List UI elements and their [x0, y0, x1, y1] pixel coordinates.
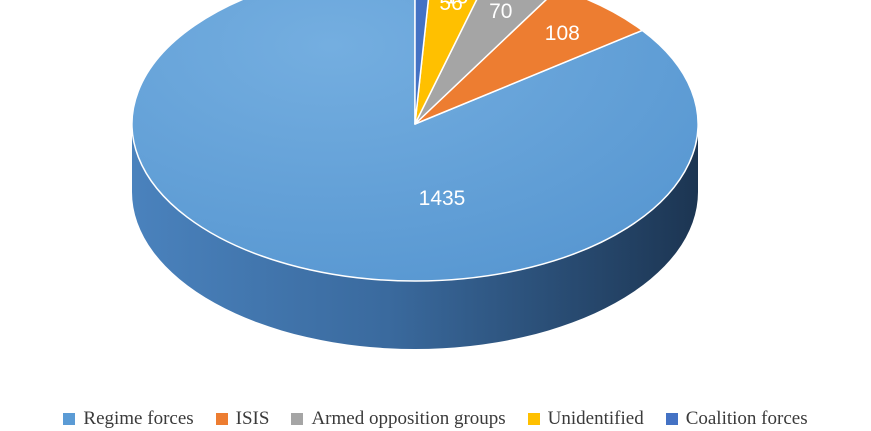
- data-label-unidentified: 56: [439, 0, 462, 15]
- pie-chart-plot: 1435 108 70 5616: [131, 0, 699, 349]
- pie-slice-unidentified: [414, 0, 478, 125]
- data-label-coalition-forces: 16: [445, 0, 468, 8]
- legend-item-coalition-forces: Coalition forces: [665, 408, 808, 430]
- legend-swatch-isis: [215, 413, 228, 425]
- pie-slices: [131, 0, 699, 282]
- pie-side-regime-forces: [132, 124, 698, 349]
- legend-label-unidentified: Unidentified: [547, 408, 644, 429]
- legend-swatch-unidentified: [527, 413, 540, 425]
- pie-slice-regime-forces: [131, 0, 699, 282]
- pie-side-walls: [132, 124, 698, 349]
- pie-slice-armed-opposition-groups: [414, 0, 547, 125]
- legend-swatch-armed-opposition-groups: [291, 413, 304, 425]
- pie-slice-coalition-forces: [414, 0, 430, 125]
- data-label-armed-opposition-groups: 70: [489, 0, 512, 23]
- pie-slice-isis: [414, 0, 643, 125]
- legend-swatch-regime-forces: [63, 413, 76, 425]
- legend-label-regime-forces: Regime forces: [83, 408, 194, 429]
- legend-item-unidentified: Unidentified: [527, 408, 644, 430]
- legend-swatch-coalition-forces: [665, 413, 678, 425]
- data-label-regime-forces: 1435: [419, 187, 466, 210]
- legend-item-isis: ISIS: [215, 408, 270, 430]
- legend-label-coalition-forces: Coalition forces: [685, 408, 808, 429]
- legend-label-isis: ISIS: [235, 408, 270, 429]
- legend-item-armed-opposition-groups: Armed opposition groups: [291, 408, 506, 430]
- legend-item-regime-forces: Regime forces: [63, 408, 194, 430]
- legend-label-armed-opposition-groups: Armed opposition groups: [311, 408, 506, 429]
- data-label-isis: 108: [545, 22, 580, 45]
- pie-data-labels: 1435 108 70 5616: [419, 0, 580, 210]
- legend: Regime forces ISIS Armed opposition groups…: [0, 408, 871, 430]
